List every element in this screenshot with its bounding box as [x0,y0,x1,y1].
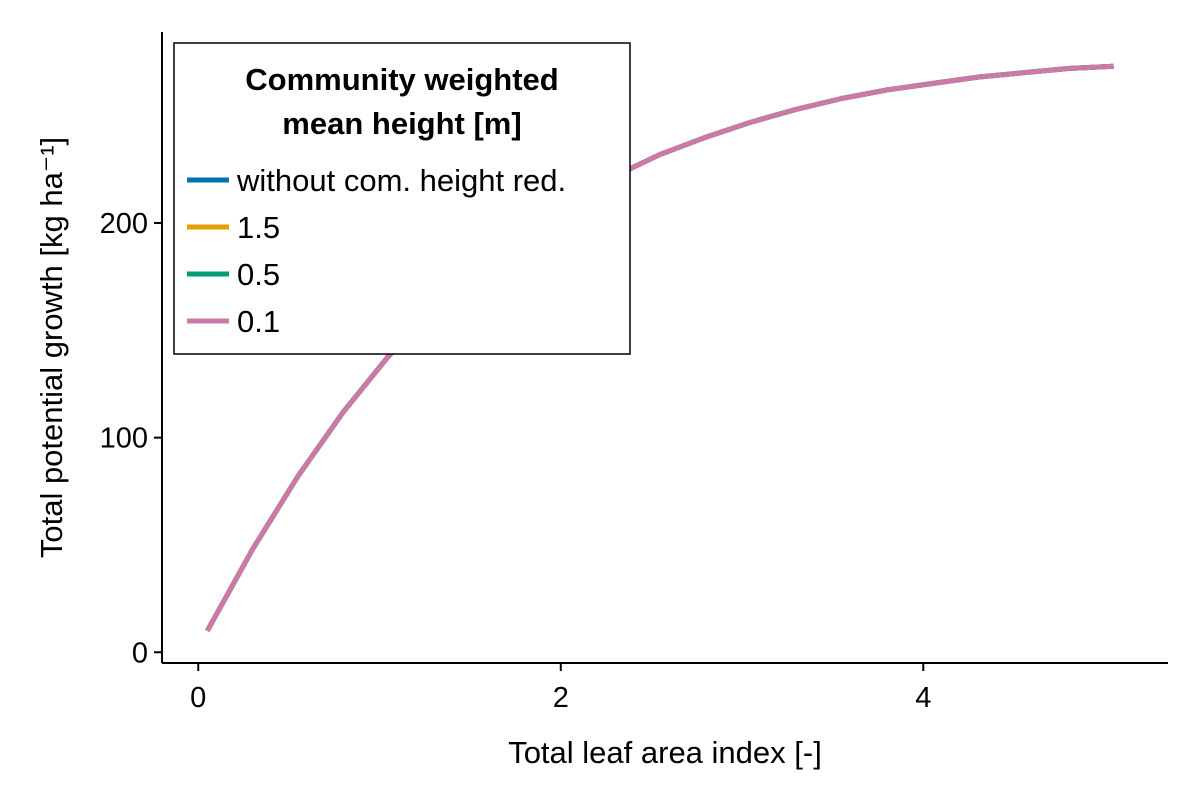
x-tick-label: 0 [190,682,206,714]
legend-items: without com. height red. 1.5 0.5 0.1 [187,163,566,339]
axes [161,32,1168,664]
y-tick-label: 100 [100,423,148,455]
y-axis-label: Total potential growth [kg ha⁻¹] [34,137,69,558]
x-tick-label: 4 [915,682,931,714]
plot-lines [205,63,1114,633]
legend-title-line-1: Community weighted [245,62,558,97]
series-line-3 [205,63,1114,633]
legend-label: 1.5 [237,210,280,245]
legend-label: 0.5 [237,257,280,292]
legend-box [173,42,631,355]
y-tick-label: 200 [100,208,148,240]
x-ticks: 0 2 4 [190,663,931,714]
legend-title-line-2: mean height [m] [282,106,521,141]
legend: Community weighted mean height [m] witho… [173,42,631,355]
y-tick-label: 0 [132,637,148,669]
x-axis-label: Total leaf area index [-] [508,735,822,770]
y-ticks: 0 100 200 [100,208,162,669]
legend-label: 0.1 [237,304,280,339]
legend-label: without com. height red. [236,163,566,198]
x-tick-label: 2 [553,682,569,714]
